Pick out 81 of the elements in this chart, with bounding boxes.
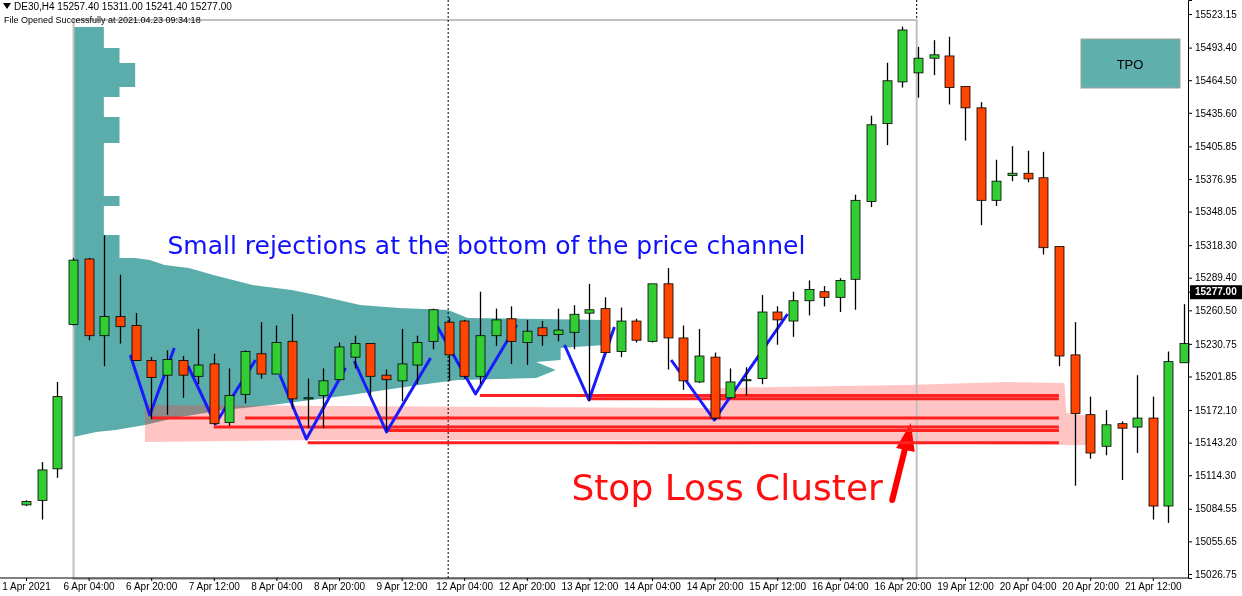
candlestick — [318, 367, 329, 429]
candlestick — [381, 368, 392, 432]
x-tick-label: 9 Apr 12:00 — [376, 581, 429, 592]
x-tick-label: 7 Apr 12:00 — [188, 581, 241, 592]
y-tick-label: 15405.85 — [1195, 141, 1238, 153]
x-tick-label: 14 Apr 04:00 — [624, 581, 682, 592]
y-tick-label: 15435.60 — [1195, 107, 1238, 119]
text: File Opened Successfully at 2021.04.23 09:34:18 — [4, 15, 201, 25]
x-tick-label: 8 Apr 04:00 — [251, 581, 303, 592]
candlestick — [913, 46, 924, 99]
candlestick — [506, 305, 517, 365]
candlestick — [1117, 420, 1128, 481]
y-tick-label: 15464.50 — [1195, 74, 1238, 86]
y-tick-label: 15277.00 — [1195, 286, 1238, 298]
candlestick — [1101, 409, 1112, 456]
y-tick-label: 15026.75 — [1195, 568, 1238, 580]
candlestick — [193, 328, 204, 385]
candlestick — [788, 291, 799, 338]
y-tick-label: 15201.85 — [1195, 371, 1238, 383]
y-tick-label: 15114.30 — [1195, 469, 1237, 481]
candlestick — [99, 234, 110, 367]
candlestick — [162, 349, 173, 416]
candlestick — [929, 39, 940, 76]
y-tick-label: 15260.50 — [1195, 305, 1238, 317]
tpo-button: TPO — [1080, 38, 1181, 89]
candlestick — [412, 335, 423, 385]
y-tick-label: 15493.40 — [1195, 42, 1238, 54]
candlestick — [303, 377, 314, 429]
x-tick-label: 21 Apr 12:00 — [1124, 581, 1183, 592]
x-tick-label: 16 Apr 20:00 — [874, 581, 932, 592]
annotation: TPO — [1116, 56, 1144, 72]
candlestick — [991, 159, 1002, 207]
y-tick-label: 15318.30 — [1195, 239, 1238, 251]
x-tick-label: 12 Apr 04:00 — [436, 581, 494, 592]
y-tick-label: 15230.75 — [1195, 338, 1238, 350]
x-tick-label: 8 Apr 20:00 — [313, 581, 366, 592]
candlestick — [1007, 145, 1018, 182]
y-tick-label: 15172.10 — [1195, 404, 1238, 416]
candlestick — [584, 283, 595, 402]
candlestick — [960, 85, 971, 142]
chart-title: DE30,H4 15257.40 15311.00 15241.40 15277.00 — [14, 1, 233, 12]
y-tick-label: 15289.40 — [1195, 272, 1238, 284]
candlestick — [1023, 150, 1034, 183]
candlestick — [350, 335, 361, 370]
candlestick — [522, 319, 533, 366]
x-tick-label: 1 Apr 2021 — [2, 581, 52, 592]
x-tick-label: 16 Apr 04:00 — [811, 581, 870, 592]
x-tick-label: 14 Apr 20:00 — [686, 581, 744, 592]
x-tick-label: 6 Apr 04:00 — [63, 581, 116, 592]
candlestick — [631, 318, 642, 344]
annotation: Stop Loss Cluster — [571, 467, 884, 508]
candlestick — [537, 320, 548, 347]
candlestick — [397, 328, 408, 402]
candlestick — [569, 304, 580, 350]
x-tick-label: 20 Apr 20:00 — [1062, 581, 1120, 592]
annotation: Small rejections at the bottom of the price channel — [167, 231, 806, 260]
y-tick-label: 15084.55 — [1195, 503, 1238, 515]
y-tick-label: 15523.15 — [1195, 8, 1238, 20]
y-tick-label: 15055.65 — [1195, 536, 1238, 548]
x-tick-label: 15 Apr 12:00 — [749, 581, 807, 592]
candlestick — [835, 277, 846, 313]
y-tick-label: 15376.95 — [1195, 173, 1238, 185]
y-tick-label: 15348.05 — [1195, 206, 1238, 218]
x-tick-label: 13 Apr 12:00 — [561, 581, 619, 592]
x-tick-label: 19 Apr 12:00 — [937, 581, 995, 592]
y-tick-label: 15143.20 — [1195, 437, 1238, 449]
candlestick — [256, 321, 267, 380]
candlestick — [772, 305, 783, 346]
candlestick — [553, 307, 564, 342]
candlestick — [725, 367, 736, 400]
candlestick — [491, 307, 502, 347]
x-tick-label: 12 Apr 20:00 — [498, 581, 557, 592]
candlestick — [804, 279, 815, 317]
x-tick-label: 20 Apr 04:00 — [999, 581, 1057, 592]
x-tick-label: 6 Apr 20:00 — [126, 581, 178, 592]
candlestick — [146, 356, 157, 420]
candlestick — [741, 366, 752, 397]
candlestick — [178, 355, 189, 399]
candlestick — [1132, 374, 1143, 454]
candlestick — [115, 274, 126, 345]
candlestick — [819, 285, 830, 308]
